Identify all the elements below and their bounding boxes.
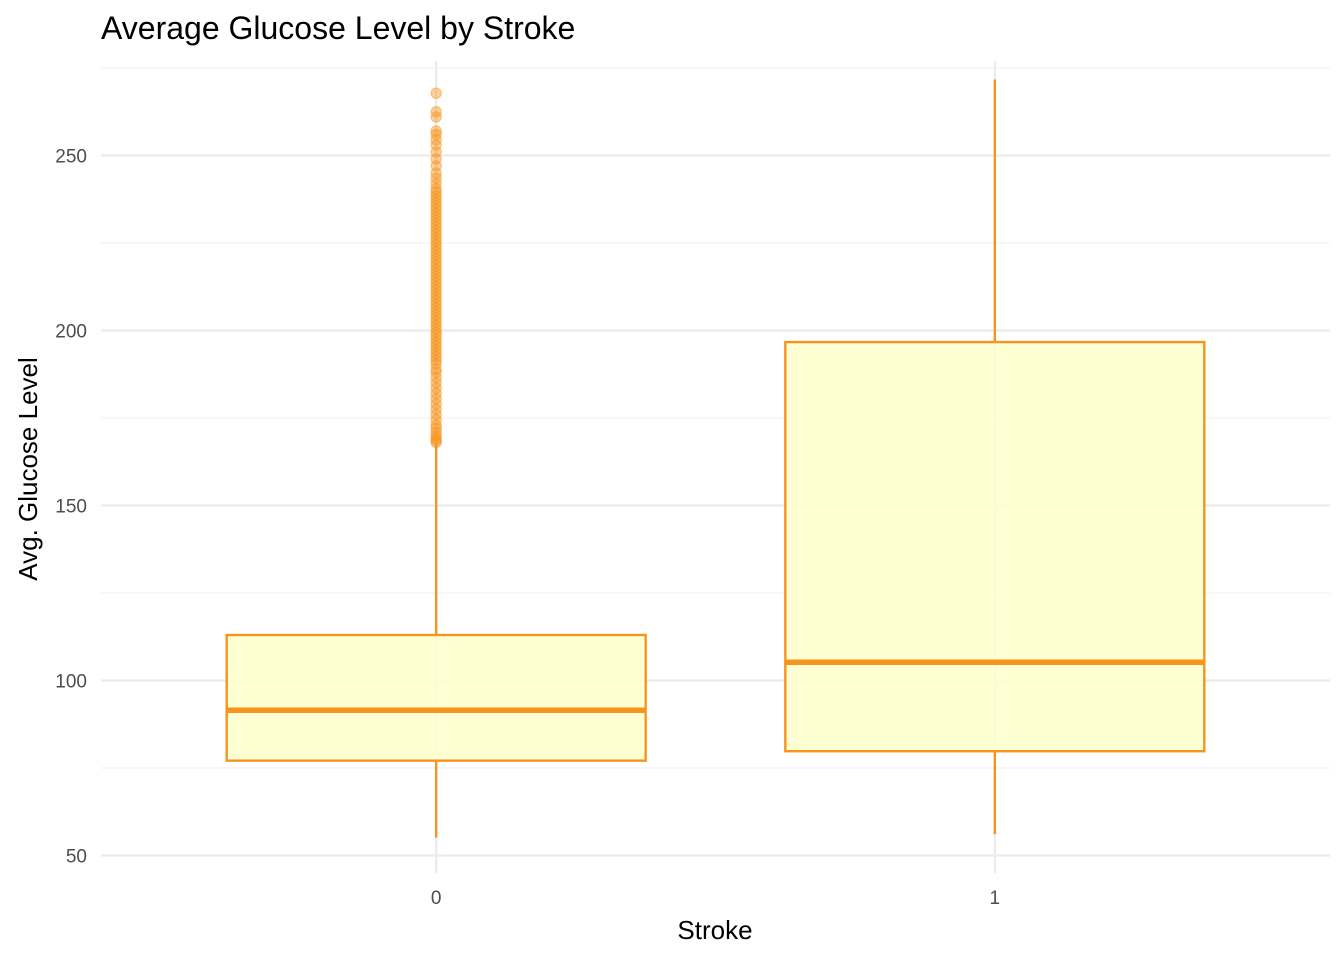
- box-group-1: [784, 79, 1206, 835]
- outlier-point: [430, 432, 442, 444]
- y-tick-label: 100: [55, 672, 87, 693]
- x-axis-title: Stroke: [677, 915, 752, 945]
- box-layer: [225, 79, 1206, 838]
- outlier-point: [430, 128, 442, 141]
- box-iqr: [784, 340, 1206, 753]
- outlier-point: [430, 186, 442, 198]
- y-tick-label: 250: [55, 147, 87, 168]
- chart-title: Average Glucose Level by Stroke: [101, 10, 575, 46]
- x-tick-label: 0: [431, 888, 442, 909]
- y-tick-label: 150: [55, 497, 87, 518]
- outlier-point: [430, 125, 442, 137]
- y-tick-label: 50: [66, 847, 87, 868]
- box-iqr: [225, 633, 647, 762]
- outlier-point: [430, 87, 442, 99]
- outlier-point: [430, 422, 442, 435]
- y-tick-label: 200: [55, 322, 87, 343]
- y-axis-title: Avg. Glucose Level: [13, 357, 43, 581]
- outlier-point: [430, 366, 442, 379]
- box-group-0: [225, 87, 647, 838]
- x-tick-label: 1: [990, 888, 1001, 909]
- outlier-point: [430, 106, 442, 118]
- tick-layer: 50 100 150 200 250 0 1: [55, 147, 1000, 910]
